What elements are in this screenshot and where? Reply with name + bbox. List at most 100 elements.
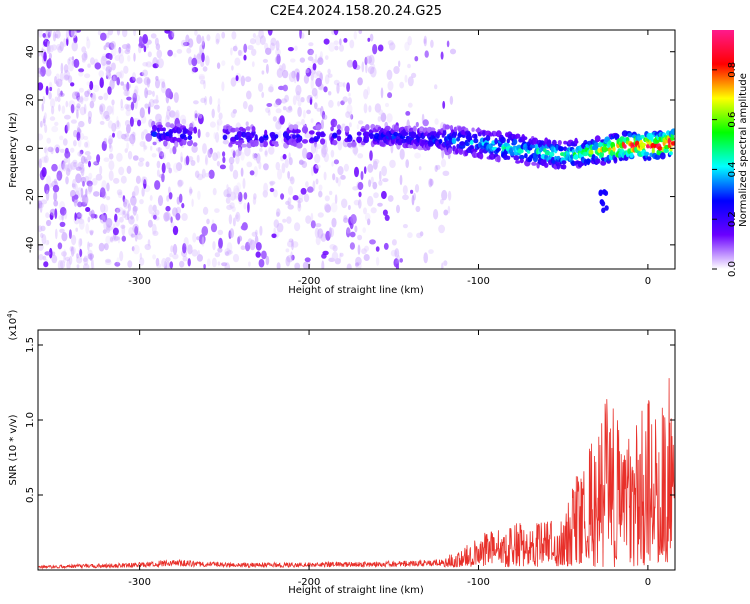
spectrogram-noise-cell	[117, 48, 124, 57]
spectrogram-noise-cell	[63, 249, 67, 260]
spectrogram-noise-cell	[148, 204, 154, 215]
spectrogram-noise-cell	[128, 216, 135, 225]
spectrogram-noise-cell	[372, 158, 380, 165]
spectrogram-noise-cell	[390, 249, 398, 257]
spectrogram-noise-cell	[105, 114, 111, 122]
spectrogram-noise-cell	[72, 178, 77, 190]
spectrogram-noise-cell	[170, 216, 173, 224]
spectrogram-noise-cell	[55, 146, 60, 154]
spectrogram-noise-cell	[123, 201, 128, 208]
spectrogram-noise-cell	[273, 227, 277, 235]
spectrogram-noise-cell	[168, 31, 175, 40]
spectrogram-noise-cell	[327, 73, 333, 78]
spectrogram-noise-cell	[206, 34, 211, 42]
spectrogram-noise-cell	[118, 54, 125, 64]
spectrogram-noise-cell	[215, 32, 221, 44]
spectrogram-signal-cell	[641, 142, 647, 147]
spectrogram-noise-cell	[275, 108, 282, 114]
spectrogram-noise-cell	[137, 161, 144, 167]
spectrogram-noise-cell	[315, 223, 322, 228]
spectrogram-noise-cell	[116, 115, 119, 127]
spectrogram-noise-cell	[59, 260, 66, 269]
spectrogram-noise-cell	[235, 75, 239, 82]
spectrogram-noise-cell	[120, 133, 127, 140]
spectrogram-noise-cell	[79, 218, 85, 230]
spectrogram-noise-cell	[172, 243, 178, 255]
spectrogram-noise-cell	[258, 161, 262, 170]
spectrogram-noise-cell	[232, 45, 238, 52]
spectrogram-noise-cell	[367, 163, 374, 173]
spectrogram-noise-cell	[247, 238, 253, 246]
spectrogram-noise-cell	[55, 73, 60, 80]
spectrogram-noise-cell	[212, 187, 217, 196]
spectrogram-secondary-feature	[604, 205, 609, 211]
spectrogram-noise-cell	[244, 146, 251, 157]
spectrogram-noise-cell	[341, 123, 346, 128]
spectrogram-noise-cell	[247, 45, 254, 50]
x-tick-label: -300	[128, 577, 151, 588]
spectrogram-noise-cell	[54, 144, 61, 152]
spectrogram-signal-cell	[599, 151, 604, 159]
spectrogram-noise-cell	[440, 158, 447, 168]
spectrogram-noise-cell	[54, 33, 59, 39]
spectrogram-noise-cell	[42, 96, 46, 105]
spectrogram-noise-cell	[348, 205, 351, 210]
spectrogram-noise-cell	[84, 175, 90, 183]
spectrogram-signal-cell	[238, 139, 245, 144]
spectrogram-noise-cell	[54, 76, 57, 84]
spectrogram-noise-cell	[442, 100, 446, 109]
spectrogram-noise-cell	[138, 45, 142, 54]
spectrogram-noise-cell	[380, 112, 387, 123]
spectrogram-noise-cell	[101, 112, 106, 120]
spectrogram-noise-cell	[206, 258, 211, 267]
spectrogram-noise-cell	[169, 147, 173, 154]
spectrogram-noise-cell	[107, 120, 113, 129]
spectrogram-noise-cell	[155, 94, 159, 105]
spectrogram-noise-cell	[80, 167, 85, 177]
spectrogram-noise-cell	[111, 46, 117, 57]
spectrogram-signal-cell	[301, 126, 309, 134]
spectrogram-noise-cell	[381, 165, 387, 177]
spectrogram-noise-cell	[307, 48, 314, 56]
spectrogram-noise-cell	[236, 182, 242, 192]
spectrogram-noise-cell	[198, 73, 205, 80]
spectrogram-noise-cell	[139, 199, 144, 205]
spectrogram-noise-cell	[272, 116, 277, 122]
spectrogram-noise-cell	[51, 44, 58, 51]
spectrogram-noise-cell	[249, 170, 255, 176]
spectrogram-noise-cell	[191, 249, 198, 257]
spectrogram-signal-cell	[360, 128, 367, 133]
spectrogram-noise-cell	[84, 141, 89, 148]
spectrogram-noise-cell	[393, 66, 400, 74]
spectrogram-noise-cell	[70, 147, 75, 153]
spectrogram-signal-cell	[549, 151, 555, 157]
spectrogram-noise-cell	[231, 31, 237, 40]
spectrogram-noise-cell	[132, 155, 139, 161]
spectrogram-noise-cell	[58, 104, 61, 112]
spectrogram-noise-cell	[259, 147, 263, 152]
spectrogram-signal-cell	[237, 131, 242, 139]
spectrogram-signal-cell	[369, 133, 374, 140]
spectrogram-noise-cell	[332, 173, 336, 181]
spectrogram-signal-cell	[183, 136, 188, 141]
spectrogram-noise-cell	[413, 192, 416, 201]
spectrogram-noise-cell	[310, 78, 314, 90]
spectrogram-noise-cell	[216, 151, 221, 159]
spectrogram-noise-cell	[48, 52, 53, 60]
spectrogram-noise-cell	[193, 110, 198, 121]
spectrogram-signal-cell	[189, 139, 194, 145]
spectrogram-noise-cell	[116, 120, 120, 128]
spectrogram-noise-cell	[345, 111, 351, 118]
spectrogram-noise-cell	[370, 207, 377, 214]
spectrogram-noise-cell	[301, 160, 308, 169]
spectrogram-signal-cell	[526, 149, 531, 154]
spectrogram-noise-cell	[144, 243, 152, 251]
spectrogram-noise-cell	[55, 78, 63, 88]
spectrogram-noise-cell	[115, 219, 120, 227]
spectrogram-noise-cell	[285, 248, 290, 253]
spectrogram-noise-cell	[217, 247, 223, 253]
spectrogram-signal-cell	[313, 136, 319, 142]
spectrogram-noise-cell	[83, 255, 89, 266]
spectrogram-noise-cell	[391, 239, 397, 246]
